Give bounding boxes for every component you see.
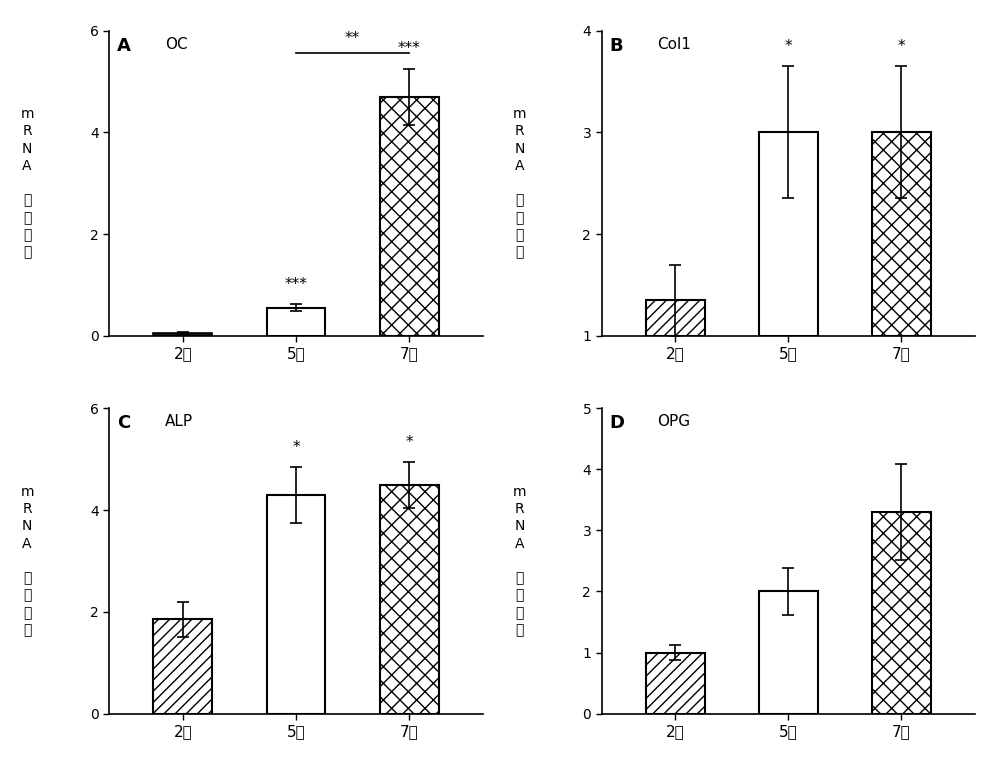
Bar [267,308,325,335]
Text: *: * [405,435,413,449]
Text: D: D [609,414,624,432]
Text: Col1: Col1 [658,37,691,52]
Bar [153,333,212,335]
Bar [380,484,439,714]
Text: ALP: ALP [165,414,193,429]
Bar [872,512,931,714]
Bar [872,132,931,335]
Text: ***: *** [285,277,307,292]
Text: B: B [609,37,623,54]
Text: m
R
N
A
 
表
达
水
平: m R N A 表 达 水 平 [20,485,34,637]
Text: ***: *** [398,41,421,57]
Bar [646,652,705,714]
Text: C: C [117,414,130,432]
Bar [759,591,818,714]
Bar [759,132,818,335]
Text: A: A [117,37,131,54]
Text: *: * [292,439,300,455]
Text: OC: OC [165,37,188,52]
Bar [646,300,705,335]
Bar [267,495,325,714]
Text: *: * [784,39,792,54]
Text: m
R
N
A
 
表
达
水
平: m R N A 表 达 水 平 [513,485,526,637]
Text: m
R
N
A
 
表
达
水
平: m R N A 表 达 水 平 [20,107,34,259]
Text: *: * [898,39,905,54]
Bar [380,96,439,335]
Text: m
R
N
A
 
表
达
水
平: m R N A 表 达 水 平 [513,107,526,259]
Text: **: ** [345,31,360,46]
Bar [153,620,212,714]
Text: OPG: OPG [658,414,691,429]
